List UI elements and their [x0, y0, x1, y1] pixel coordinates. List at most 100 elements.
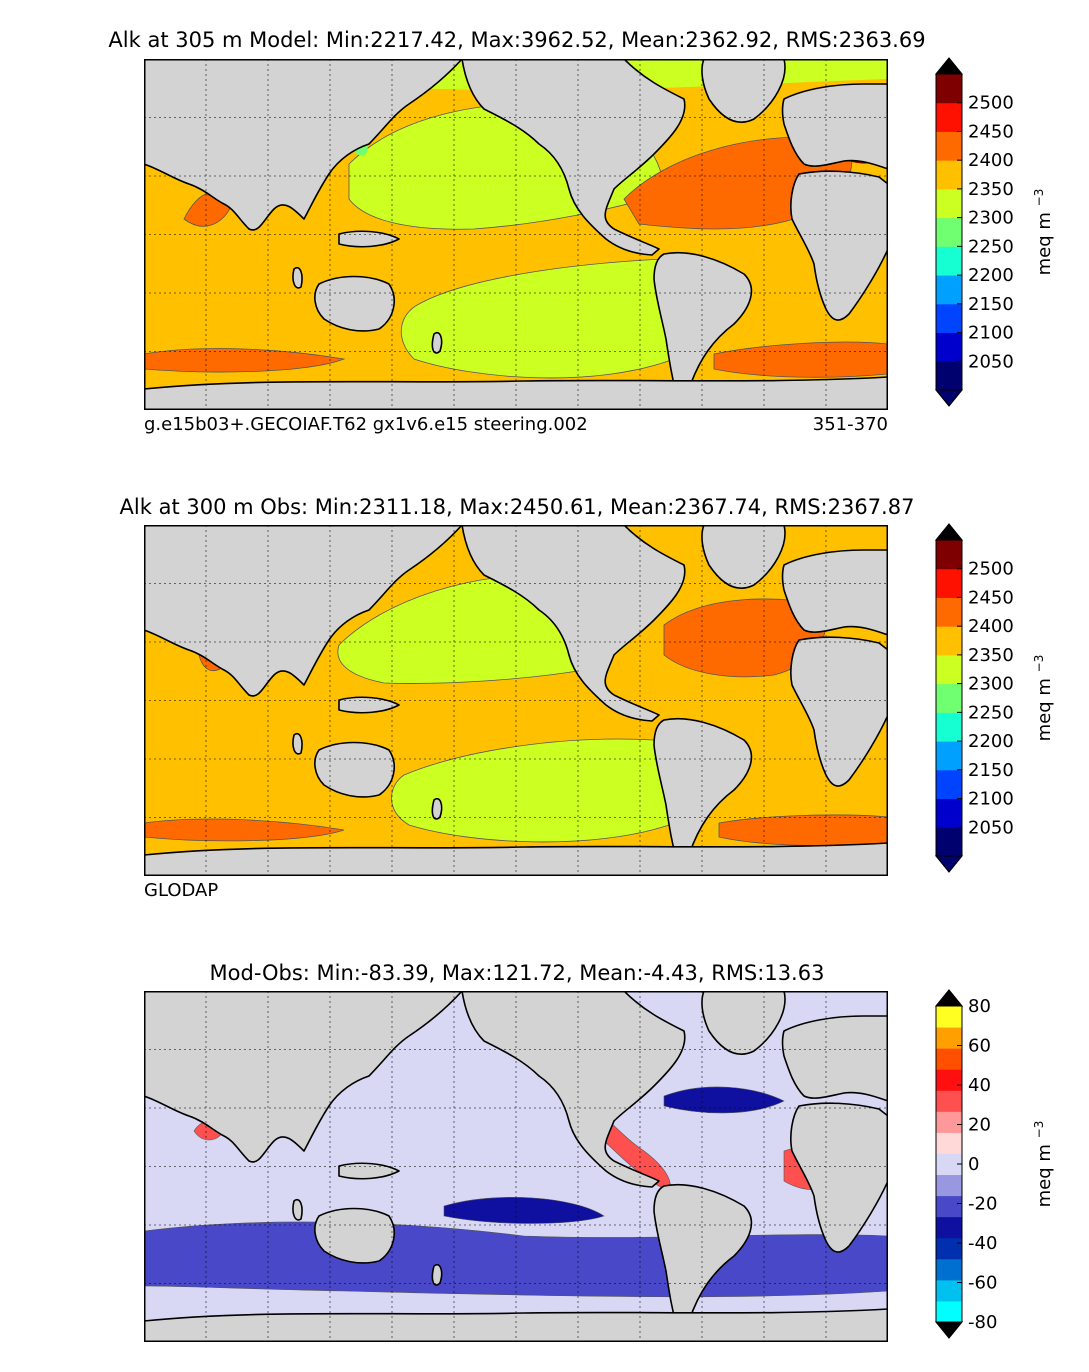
- colorbar-segment: [936, 160, 962, 190]
- colorbar-segment: [936, 1153, 962, 1176]
- colorbar-segment: [936, 217, 962, 247]
- colorbar-tick-label: -40: [968, 1233, 997, 1254]
- panel3-land-africa: [790, 1102, 888, 1253]
- colorbar-tick-label: -80: [968, 1312, 997, 1333]
- colorbar-outline: [935, 523, 963, 873]
- panel2-southern-band-a: [144, 818, 345, 842]
- colorbar-under-arrow: [934, 855, 964, 873]
- panel2-land-new-zealand: [431, 798, 443, 820]
- colorbar-segment: [936, 102, 962, 132]
- colorbar-tick-label: 80: [968, 996, 991, 1017]
- colorbar-tick-label: 2500: [968, 559, 1014, 580]
- colorbar-tick-label: 2400: [968, 616, 1014, 637]
- colorbar-tick-label: 2150: [968, 760, 1014, 781]
- colorbar-segment: [936, 1300, 962, 1323]
- colorbar-segment: [936, 1174, 962, 1197]
- colorbar-tick-label: -60: [968, 1273, 997, 1294]
- panel1-colorbar: 2500 2450 2400 2350 2300 2250 2200 2150 2100 2050…: [934, 57, 1055, 407]
- colorbar-segment: [936, 1111, 962, 1133]
- colorbar-segment: [936, 332, 962, 362]
- panel1-land: [144, 59, 888, 410]
- colorbar-over-arrow: [934, 989, 964, 1007]
- panel3-land-europe: [781, 1015, 888, 1102]
- panel1-title: Alk at 305 m Model: Min:2217.42, Max:396…: [108, 28, 926, 52]
- panel1-land-north-america: [461, 59, 686, 256]
- colorbar-segment: [936, 827, 962, 857]
- colorbar-tick-label: 2250: [968, 702, 1014, 723]
- panel3-north-atlantic-low: [663, 1086, 785, 1114]
- colorbar-tick-label: 2050: [968, 351, 1014, 372]
- colorbar-tick-label: 2450: [968, 121, 1014, 142]
- colorbar-unit-label: meq m −3: [1032, 655, 1055, 742]
- panel3-land-madagascar: [292, 1199, 303, 1221]
- colorbar-tick-label: 2100: [968, 323, 1014, 344]
- panel1-land-new-zealand: [431, 332, 443, 354]
- colorbar-tick-label: 2050: [968, 817, 1014, 838]
- colorbar-segment: [936, 131, 962, 161]
- colorbar-tick-label: 2500: [968, 93, 1014, 114]
- colorbar-segment: [936, 1279, 962, 1302]
- panel1-land-indonesia: [338, 230, 400, 248]
- colorbar-segment: [936, 712, 962, 742]
- colorbar-segment: [936, 1027, 962, 1049]
- colorbar-segment: [936, 361, 962, 391]
- colorbar-over-arrow: [934, 57, 964, 75]
- colorbar-segment: [936, 1132, 962, 1154]
- colorbar-segment: [936, 1216, 962, 1239]
- panel3-land-eurasia: [144, 991, 463, 1163]
- panel1-land-europe: [781, 83, 888, 170]
- panel2-land-europe: [781, 549, 888, 636]
- colorbar-segment: [936, 626, 962, 656]
- colorbar-segment: [936, 769, 962, 800]
- panel3-title: Mod-Obs: Min:-83.39, Max:121.72, Mean:-4…: [209, 961, 825, 985]
- panel3-colorbar: 80 60 40 20 0 -20 -40 -60 -80 meq m −3: [934, 989, 1055, 1339]
- colorbar-segment: [936, 741, 962, 771]
- panel2-left-note: GLODAP: [144, 880, 219, 901]
- panel2-grid: [144, 525, 888, 876]
- panel3-grid: [144, 991, 888, 1342]
- colorbar-tick-label: 2250: [968, 236, 1014, 257]
- panel1-southern-band-a: [144, 348, 346, 373]
- panel2-land-australia: [314, 741, 395, 798]
- colorbar-segment: [936, 654, 962, 685]
- colorbar-tick-label: -20: [968, 1194, 997, 1215]
- panel3-map: [144, 991, 888, 1342]
- colorbar-tick-label: 2200: [968, 265, 1014, 286]
- colorbar-tick-label: 2300: [968, 674, 1014, 695]
- colorbar-segment: [936, 568, 962, 598]
- colorbar-tick-label: 2300: [968, 208, 1014, 229]
- panel1-grid: [144, 59, 888, 410]
- panel3-land-indonesia: [338, 1162, 400, 1180]
- colorbar-under-arrow: [934, 1321, 964, 1339]
- colorbar-tick-label: 60: [968, 1036, 991, 1057]
- panel3-south-pacific-low: [443, 1196, 605, 1224]
- panel2-colorbar: 2500 2450 2400 2350 2300 2250 2200 2150 2100 2050…: [934, 523, 1055, 873]
- panel1-land-madagascar: [292, 267, 303, 289]
- panel2-map: [144, 525, 888, 876]
- panel2-land-madagascar: [292, 733, 303, 755]
- colorbar-tick-label: 0: [968, 1154, 979, 1175]
- colorbar-tick-label: 2350: [968, 645, 1014, 666]
- colorbar-tick-label: 2400: [968, 150, 1014, 171]
- colorbar-segment: [936, 1258, 962, 1281]
- colorbar-unit-label: meq m −3: [1032, 1121, 1055, 1208]
- panel2-title: Alk at 300 m Obs: Min:2311.18, Max:2450.…: [119, 495, 915, 519]
- colorbar-segment: [936, 1195, 962, 1218]
- panel3-land-new-zealand: [431, 1264, 443, 1286]
- panel2-land-north-america: [461, 525, 686, 722]
- panel1-land-eurasia: [144, 59, 463, 231]
- colorbar-segment: [936, 683, 962, 713]
- panel1-land-australia: [314, 275, 395, 332]
- panel1-right-note: 351-370: [812, 414, 888, 435]
- colorbar-segment: [936, 1237, 962, 1260]
- panel1-map: [144, 59, 888, 410]
- colorbar-segment: [936, 188, 962, 219]
- colorbar-segment: [936, 246, 962, 276]
- colorbar-tick-label: 2100: [968, 789, 1014, 810]
- colorbar-segment: [936, 540, 962, 570]
- colorbar-tick-label: 2150: [968, 294, 1014, 315]
- colorbar-segment: [936, 275, 962, 305]
- colorbar-tick-label: 40: [968, 1075, 991, 1096]
- colorbar-unit-label: meq m −3: [1032, 189, 1055, 276]
- colorbar-tick-label: 2450: [968, 587, 1014, 608]
